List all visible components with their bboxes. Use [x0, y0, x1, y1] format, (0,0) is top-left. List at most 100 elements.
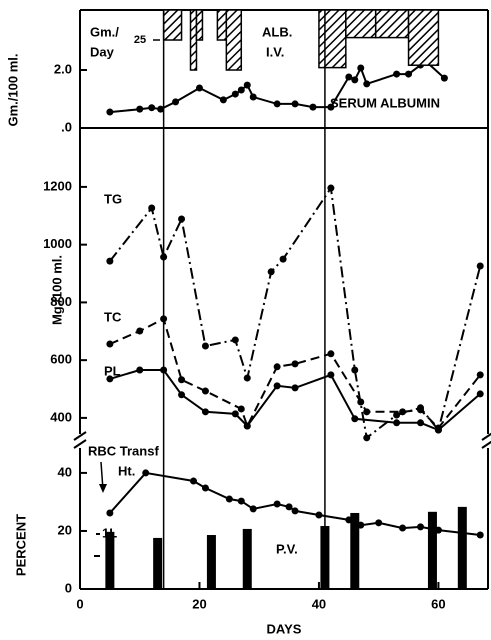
point — [231, 410, 239, 418]
point — [273, 363, 281, 371]
point — [157, 105, 165, 113]
x-tick-label: 40 — [312, 596, 326, 611]
point — [291, 507, 299, 515]
point — [195, 84, 203, 92]
x-tick-label: 60 — [431, 596, 445, 611]
point — [148, 204, 156, 212]
point — [476, 371, 484, 379]
point — [172, 98, 180, 106]
point — [273, 100, 281, 108]
y-tick-label: .0 — [61, 119, 72, 134]
point — [237, 86, 245, 94]
point — [363, 434, 371, 442]
bar — [162, 9, 183, 41]
series-line — [109, 471, 481, 536]
y-tick-label: 1200 — [43, 178, 72, 193]
bar — [318, 9, 347, 69]
point — [201, 408, 209, 416]
point — [225, 495, 233, 503]
point — [351, 76, 359, 84]
point — [351, 415, 359, 423]
y-tick-label: 20 — [58, 522, 72, 537]
bar — [195, 9, 204, 41]
point — [327, 184, 335, 192]
bar-label: ALB. — [262, 24, 292, 39]
y-axis-label: Gm./100 ml. — [5, 54, 20, 127]
series-label: Ht. — [118, 463, 135, 478]
point — [231, 90, 239, 98]
point — [476, 390, 484, 398]
point — [285, 503, 293, 511]
bar — [345, 9, 377, 39]
y2-label: Day — [90, 44, 115, 59]
point — [327, 350, 335, 358]
point — [142, 469, 150, 477]
point — [345, 73, 353, 81]
bar — [457, 506, 467, 589]
point — [416, 406, 424, 414]
bar-label: I.V. — [266, 44, 284, 59]
point — [375, 519, 383, 527]
y-axis-label: Mg./100 ml. — [49, 255, 64, 325]
point — [416, 523, 424, 531]
point — [291, 384, 299, 392]
series-label: P.V. — [276, 541, 298, 556]
bar — [407, 9, 440, 66]
point — [357, 64, 365, 72]
y-tick-label: 800 — [50, 294, 72, 309]
point — [243, 81, 251, 89]
point — [189, 477, 197, 485]
bar — [374, 9, 410, 39]
point — [219, 96, 227, 104]
point — [476, 262, 484, 270]
series-line — [109, 185, 482, 440]
point — [267, 268, 275, 276]
bar — [427, 511, 437, 589]
y-tick-label: 400 — [50, 409, 72, 424]
y-tick-label: 40 — [58, 464, 72, 479]
point — [136, 105, 144, 113]
x-tick-label: 0 — [76, 596, 83, 611]
point — [309, 103, 317, 111]
point — [399, 524, 407, 532]
y-tick-label: 2.0 — [54, 61, 72, 76]
point — [178, 391, 186, 399]
point — [291, 100, 299, 108]
point — [237, 405, 245, 413]
point — [327, 371, 335, 379]
point — [405, 70, 413, 78]
point — [237, 497, 245, 505]
series-label: TC — [104, 309, 122, 324]
point — [201, 387, 209, 395]
bar — [216, 9, 228, 41]
series-line — [109, 369, 481, 432]
y-tick-label: 1000 — [43, 236, 72, 251]
point — [106, 509, 114, 517]
point — [393, 419, 401, 427]
y-tick-label: 600 — [50, 352, 72, 367]
point — [201, 484, 209, 492]
point — [476, 531, 484, 539]
bar — [350, 512, 360, 589]
point — [393, 70, 401, 78]
point — [136, 366, 144, 374]
point — [363, 80, 371, 88]
y-axis-label: PERCENT — [13, 514, 28, 576]
point — [148, 104, 156, 112]
series-label: SERUM ALBUMIN — [330, 95, 440, 110]
point — [249, 93, 257, 101]
point — [327, 103, 335, 111]
point — [351, 366, 359, 374]
point — [106, 108, 114, 116]
arrow-head — [99, 484, 107, 493]
y2-tick-label: 25 — [134, 34, 146, 46]
point — [393, 411, 401, 419]
bar — [206, 535, 216, 589]
annotation: RBC Transf — [88, 443, 159, 458]
point — [357, 398, 365, 406]
point — [106, 257, 114, 265]
point — [440, 74, 448, 82]
point — [363, 408, 371, 416]
point — [231, 336, 239, 344]
